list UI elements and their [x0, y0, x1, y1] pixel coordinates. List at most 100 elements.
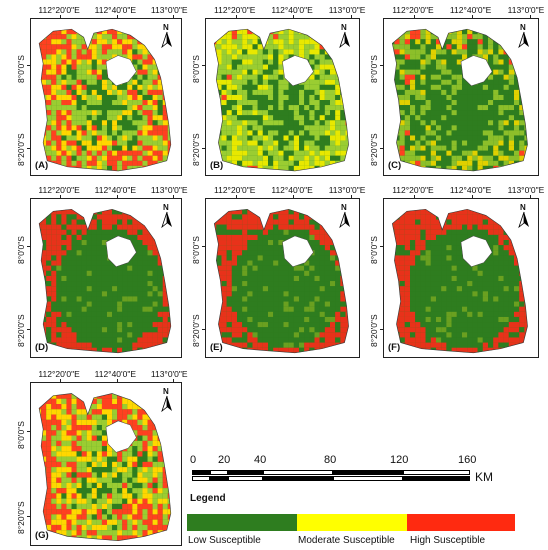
x-tick-mark	[172, 195, 174, 199]
map-panel-1: (A) N	[30, 18, 182, 176]
x-tick-mark	[414, 15, 416, 19]
x-tick-label: 112°20'0"E	[214, 5, 256, 15]
x-tick-mark	[116, 15, 118, 19]
y-tick-label: 8°20'0"S	[369, 314, 379, 348]
susceptibility-map	[213, 208, 349, 354]
x-tick-label: 112°40'0"E	[449, 5, 492, 15]
y-tick-mark	[380, 329, 384, 331]
lake-area	[105, 55, 137, 87]
panel-label: (A)	[35, 160, 49, 171]
x-tick-mark	[529, 15, 531, 19]
y-tick-label: 8°20'0"S	[369, 132, 379, 166]
x-tick-mark	[236, 195, 237, 199]
y-tick-label: 8°20'0"S	[191, 314, 201, 348]
x-tick-mark	[60, 379, 62, 383]
x-tick-mark	[236, 15, 237, 19]
y-tick-mark	[27, 147, 31, 149]
legend-swatch-low	[187, 514, 297, 531]
y-tick-label: 8°0'0"S	[16, 421, 26, 450]
north-label: N	[341, 203, 347, 212]
susceptibility-map	[38, 28, 172, 172]
scale-bar-segments	[192, 470, 470, 482]
map-panel-3: (C) N	[383, 18, 539, 176]
y-tick-label: 8°0'0"S	[369, 55, 379, 84]
panel-label: (E)	[210, 342, 223, 353]
y-tick-label: 8°20'0"S	[16, 314, 26, 348]
x-tick-label: 112°40'0"E	[94, 185, 137, 195]
north-label: N	[520, 23, 526, 32]
north-label: N	[341, 23, 347, 32]
scale-unit: KM	[475, 470, 493, 484]
y-tick-mark	[380, 147, 384, 149]
legend-label-high: High Susceptible	[410, 535, 486, 546]
scale-tick-0: 0	[190, 454, 197, 466]
x-tick-label: 113°0'0"E	[507, 5, 545, 15]
x-tick-label: 112°20'0"E	[392, 5, 434, 15]
lake-area	[105, 420, 137, 453]
x-tick-mark	[116, 195, 118, 199]
north-label: N	[163, 203, 169, 212]
y-tick-mark	[27, 65, 31, 67]
north-arrow-icon: N	[159, 387, 175, 413]
x-tick-label: 113°0'0"E	[150, 185, 188, 195]
north-arrow-icon: N	[516, 203, 532, 229]
legend-label-moderate: Moderate Susceptible	[298, 535, 395, 546]
x-tick-mark	[60, 195, 62, 199]
legend-swatch-high	[407, 514, 515, 531]
x-tick-mark	[172, 379, 174, 383]
x-tick-label: 112°40'0"E	[271, 5, 313, 15]
y-tick-mark	[27, 431, 31, 433]
x-tick-mark	[350, 195, 352, 199]
north-arrow-icon: N	[337, 203, 353, 229]
north-arrow-icon: N	[159, 203, 175, 229]
x-tick-label: 112°40'0"E	[449, 185, 492, 195]
y-tick-mark	[27, 246, 31, 247]
north-arrow-icon: N	[159, 23, 175, 49]
north-label: N	[163, 23, 169, 32]
scale-tick-160: 160	[458, 454, 477, 466]
y-tick-mark	[380, 246, 384, 247]
y-tick-label: 8°20'0"S	[16, 501, 26, 535]
scale-tick-40: 40	[254, 454, 267, 466]
x-tick-mark	[350, 15, 352, 19]
panel-label: (C)	[388, 160, 402, 171]
x-tick-label: 112°20'0"E	[38, 185, 80, 195]
map-panel-7: (G) N	[30, 382, 182, 546]
x-tick-label: 112°20'0"E	[214, 185, 256, 195]
y-tick-mark	[380, 65, 384, 67]
susceptibility-map	[391, 28, 528, 172]
susceptibility-map	[213, 28, 349, 172]
map-panel-2: (B) N	[205, 18, 360, 176]
y-tick-mark	[202, 65, 206, 67]
y-tick-mark	[202, 147, 206, 149]
north-label: N	[520, 203, 526, 212]
legend-title: Legend	[190, 493, 226, 504]
panel-label: (G)	[35, 530, 49, 541]
susceptibility-map	[391, 208, 528, 354]
y-tick-label: 8°0'0"S	[191, 236, 201, 264]
panel-label: (D)	[35, 342, 49, 353]
lake-area	[282, 55, 314, 87]
north-arrow-icon: N	[516, 23, 532, 49]
map-panel-5: (E) N	[205, 198, 360, 358]
x-tick-mark	[414, 195, 416, 199]
x-tick-label: 113°0'0"E	[150, 5, 188, 15]
y-tick-mark	[27, 329, 31, 331]
susceptibility-map	[38, 393, 172, 542]
y-tick-mark	[202, 329, 206, 331]
x-tick-mark	[116, 379, 118, 383]
y-tick-mark	[27, 516, 31, 518]
x-tick-mark	[60, 15, 62, 19]
map-panel-4: (D) N	[30, 198, 182, 358]
x-tick-label: 112°20'0"E	[392, 185, 434, 195]
x-tick-mark	[529, 195, 531, 199]
scale-tick-80: 80	[324, 454, 337, 466]
susceptibility-map	[38, 208, 172, 354]
north-label: N	[163, 387, 169, 396]
x-tick-mark	[293, 195, 295, 199]
panel-label: (B)	[210, 160, 224, 171]
legend-swatch-moderate	[297, 514, 407, 531]
x-tick-mark	[293, 15, 295, 19]
x-tick-label: 113°0'0"E	[150, 369, 188, 379]
lake-area	[105, 235, 137, 267]
